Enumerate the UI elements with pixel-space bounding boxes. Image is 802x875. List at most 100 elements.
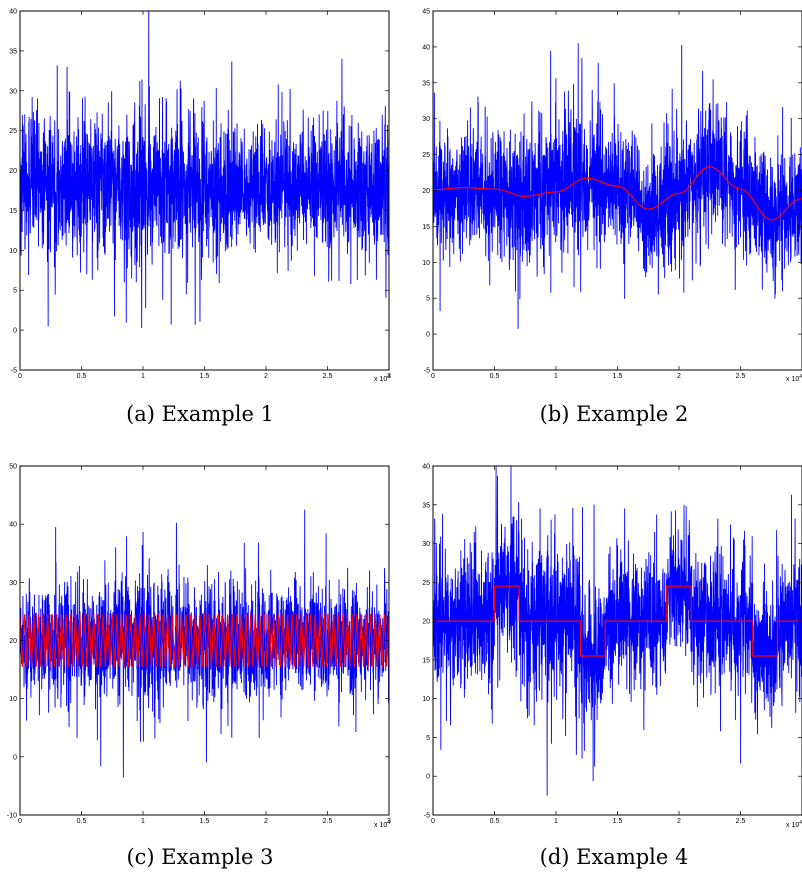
y-tick-label-c: 10 <box>9 696 17 703</box>
y-tick-label-b: 10 <box>422 260 430 267</box>
x-tick-label-b: 1.5 <box>613 373 623 380</box>
blue-signal-b <box>433 43 802 329</box>
red-mean-d <box>433 585 802 657</box>
x-exponent-sup-a: 4 <box>387 374 390 380</box>
x-tick-label-a: 1 <box>141 373 145 380</box>
y-tick-label-a: 10 <box>9 248 17 255</box>
x-tick-label-c: 1 <box>141 818 145 825</box>
y-tick-label-d: 5 <box>426 735 430 742</box>
x-tick-label-b: 0 <box>431 373 435 380</box>
x-tick-label-c: 2.5 <box>323 818 333 825</box>
x-tick-label-b: 2.5 <box>736 373 746 380</box>
x-exponent-label-a: x 104 <box>374 374 390 383</box>
y-tick-label-a: 30 <box>9 88 17 95</box>
y-tick-label-b: -5 <box>424 368 430 375</box>
x-exponent-label-b: x 104 <box>786 374 802 383</box>
caption-b: (b) Example 2 <box>540 402 689 426</box>
red-mean-b <box>433 166 802 221</box>
x-tick-label-d: 0 <box>431 818 435 825</box>
y-tick-label-d: -5 <box>424 813 430 820</box>
x-exponent-sup-c: 4 <box>387 820 390 826</box>
x-tick-label-c: 2 <box>264 818 268 825</box>
y-tick-label-b: 35 <box>422 80 430 87</box>
x-exponent-label-c: x 104 <box>374 820 390 829</box>
x-exponent-text-b: x 10 <box>786 376 799 383</box>
y-tick-label-a: 35 <box>9 48 17 55</box>
y-tick-label-b: 5 <box>426 296 430 303</box>
y-tick-label-b: 45 <box>422 9 430 16</box>
x-tick-label-d: 2.5 <box>736 818 746 825</box>
x-exponent-text-a: x 10 <box>374 376 387 383</box>
y-tick-label-b: 20 <box>422 188 430 195</box>
y-tick-label-c: 30 <box>9 580 17 587</box>
y-tick-label-d: 30 <box>422 541 430 548</box>
x-exponent-text-d: x 10 <box>786 822 799 829</box>
x-tick-label-d: 0.5 <box>490 818 500 825</box>
x-tick-label-c: 0.5 <box>77 818 87 825</box>
y-tick-label-b: 0 <box>426 332 430 339</box>
y-tick-label-b: 15 <box>422 224 430 231</box>
x-exponent-sup-d: 4 <box>799 820 802 826</box>
y-tick-label-a: -5 <box>11 368 17 375</box>
y-tick-label-b: 25 <box>422 152 430 159</box>
plot-area-c <box>20 509 389 778</box>
caption-c: (c) Example 3 <box>126 845 273 869</box>
x-tick-label-c: 0 <box>18 818 22 825</box>
x-tick-label-a: 0 <box>18 373 22 380</box>
x-tick-label-a: 0.5 <box>77 373 87 380</box>
y-tick-label-d: 25 <box>422 580 430 587</box>
y-tick-label-c: 40 <box>9 522 17 529</box>
plot-area-a <box>20 11 389 328</box>
y-tick-label-c: 0 <box>13 754 17 761</box>
x-tick-label-c: 3 <box>387 818 391 825</box>
y-tick-label-a: 40 <box>9 9 17 16</box>
blue-signal-a <box>20 11 389 328</box>
x-tick-label-b: 0.5 <box>490 373 500 380</box>
y-tick-label-d: 10 <box>422 696 430 703</box>
x-tick-label-b: 1 <box>554 373 558 380</box>
x-exponent-sup-b: 4 <box>799 374 802 380</box>
y-tick-label-d: 15 <box>422 657 430 664</box>
y-tick-label-a: 5 <box>13 288 17 295</box>
red-mean-c <box>20 614 389 667</box>
x-tick-label-a: 3 <box>387 373 391 380</box>
x-tick-label-d: 2 <box>677 818 681 825</box>
y-tick-label-d: 40 <box>422 464 430 471</box>
x-tick-label-b: 2 <box>677 373 681 380</box>
y-tick-label-c: 20 <box>9 638 17 645</box>
y-tick-label-a: 20 <box>9 168 17 175</box>
y-tick-label-d: 20 <box>422 619 430 626</box>
y-tick-label-d: 0 <box>426 774 430 781</box>
x-tick-label-a: 2 <box>264 373 268 380</box>
blue-signal-c <box>20 509 389 778</box>
y-tick-label-c: 50 <box>9 464 17 471</box>
x-exponent-text-c: x 10 <box>374 822 387 829</box>
plot-area-d <box>433 466 802 796</box>
plot-area-b <box>433 43 802 329</box>
y-tick-label-d: 35 <box>422 502 430 509</box>
y-tick-label-a: 0 <box>13 328 17 335</box>
x-tick-label-d: 1.5 <box>613 818 623 825</box>
x-tick-label-a: 1.5 <box>200 373 210 380</box>
y-tick-label-a: 15 <box>9 208 17 215</box>
y-tick-label-a: 25 <box>9 128 17 135</box>
y-tick-label-b: 40 <box>422 44 430 51</box>
x-exponent-label-d: x 104 <box>786 820 802 829</box>
x-tick-label-c: 1.5 <box>200 818 210 825</box>
x-tick-label-a: 2.5 <box>323 373 333 380</box>
x-tick-label-d: 1 <box>554 818 558 825</box>
blue-signal-d <box>433 466 802 796</box>
caption-a: (a) Example 1 <box>126 402 274 426</box>
y-tick-label-b: 30 <box>422 116 430 123</box>
caption-d: (d) Example 4 <box>540 845 689 869</box>
y-tick-label-c: -10 <box>7 813 17 820</box>
